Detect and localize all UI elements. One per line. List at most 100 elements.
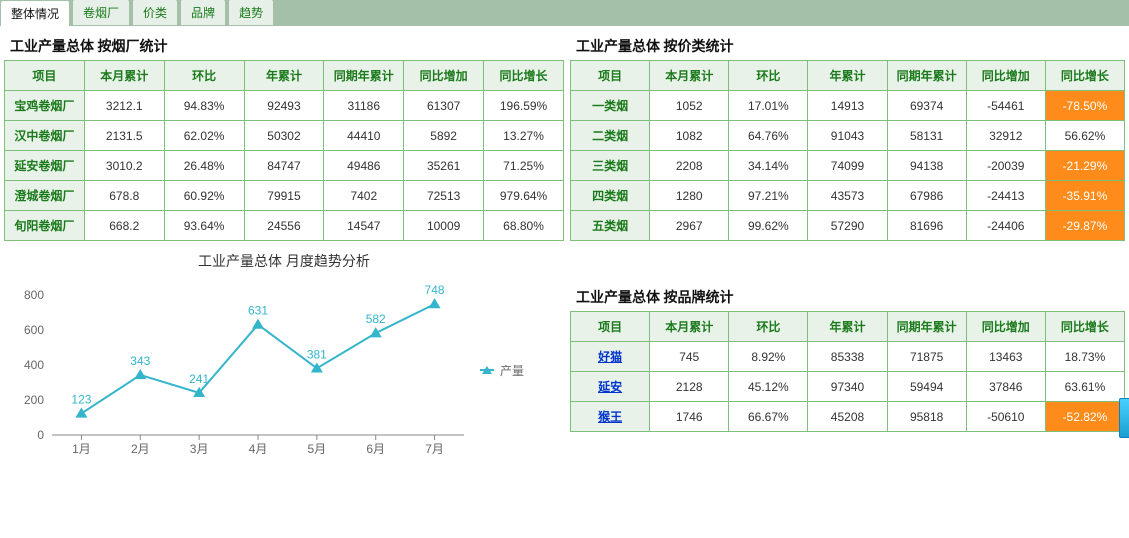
side-handle[interactable]	[1119, 398, 1129, 438]
brand-link[interactable]: 猴王	[598, 410, 622, 424]
svg-text:123: 123	[71, 392, 91, 406]
cell: 72513	[404, 181, 484, 211]
tab-bar: 整体情况卷烟厂价类品牌趋势	[0, 0, 1129, 26]
cell: -78.50%	[1045, 91, 1124, 121]
row-label: 五类烟	[571, 211, 650, 241]
cell: 64.76%	[729, 121, 808, 151]
svg-text:800: 800	[24, 288, 44, 302]
cell: 68.80%	[484, 211, 564, 241]
svg-text:241: 241	[189, 372, 209, 386]
cell: 49486	[324, 151, 404, 181]
cell: 85338	[808, 342, 887, 372]
row-label: 澄城卷烟厂	[5, 181, 85, 211]
legend-label: 产量	[500, 362, 524, 379]
col-header: 本月累计	[650, 312, 729, 342]
table-row: 猴王174666.67%4520895818-50610-52.82%	[571, 402, 1125, 432]
cell: 18.73%	[1045, 342, 1124, 372]
cell: 95818	[887, 402, 966, 432]
cell: 35261	[404, 151, 484, 181]
table-row: 一类烟105217.01%1491369374-54461-78.50%	[571, 91, 1125, 121]
cell: 31186	[324, 91, 404, 121]
chart-title: 工业产量总体 月度趋势分析	[4, 251, 564, 271]
row-label: 宝鸡卷烟厂	[5, 91, 85, 121]
cell: 7402	[324, 181, 404, 211]
price-class-table: 项目本月累计环比年累计同期年累计同比增加同比增长一类烟105217.01%149…	[570, 60, 1125, 241]
col-header: 项目	[571, 61, 650, 91]
svg-text:3月: 3月	[190, 442, 209, 456]
factory-table: 项目本月累计环比年累计同期年累计同比增加同比增长宝鸡卷烟厂3212.194.83…	[4, 60, 564, 241]
row-label: 延安	[571, 372, 650, 402]
row-label: 旬阳卷烟厂	[5, 211, 85, 241]
brand-link[interactable]: 延安	[598, 380, 622, 394]
cell: 32912	[966, 121, 1045, 151]
cell: 37846	[966, 372, 1045, 402]
cell: 34.14%	[729, 151, 808, 181]
legend-marker-icon	[480, 369, 494, 371]
cell: 84747	[244, 151, 324, 181]
tab-1[interactable]: 卷烟厂	[72, 0, 130, 25]
table-row: 四类烟128097.21%4357367986-24413-35.91%	[571, 181, 1125, 211]
cell: 61307	[404, 91, 484, 121]
col-header: 项目	[5, 61, 85, 91]
table-row: 澄城卷烟厂678.860.92%79915740272513979.64%	[5, 181, 564, 211]
cell: 50302	[244, 121, 324, 151]
cell: 99.62%	[729, 211, 808, 241]
svg-text:2月: 2月	[131, 442, 150, 456]
svg-text:4月: 4月	[249, 442, 268, 456]
tab-2[interactable]: 价类	[132, 0, 178, 25]
col-header: 同期年累计	[887, 61, 966, 91]
cell: 26.48%	[164, 151, 244, 181]
cell: 1052	[650, 91, 729, 121]
col-header: 年累计	[244, 61, 324, 91]
table-row: 延安卷烟厂3010.226.48%84747494863526171.25%	[5, 151, 564, 181]
table-row: 五类烟296799.62%5729081696-24406-29.87%	[571, 211, 1125, 241]
cell: 196.59%	[484, 91, 564, 121]
cell: 79915	[244, 181, 324, 211]
col-header: 本月累计	[650, 61, 729, 91]
cell: 2208	[650, 151, 729, 181]
cell: 45208	[808, 402, 887, 432]
col-header: 同比增加	[966, 312, 1045, 342]
row-label: 汉中卷烟厂	[5, 121, 85, 151]
cell: 59494	[887, 372, 966, 402]
cell: 5892	[404, 121, 484, 151]
cell: 1746	[650, 402, 729, 432]
row-label: 一类烟	[571, 91, 650, 121]
cell: 56.62%	[1045, 121, 1124, 151]
chart-canvas: 02004006008001月2月3月4月5月6月7月1233432416313…	[4, 275, 474, 465]
col-header: 同期年累计	[887, 312, 966, 342]
cell: 97.21%	[729, 181, 808, 211]
svg-text:381: 381	[307, 347, 327, 361]
cell: 81696	[887, 211, 966, 241]
row-label: 好猫	[571, 342, 650, 372]
cell: 13463	[966, 342, 1045, 372]
cell: 66.67%	[729, 402, 808, 432]
cell: -24413	[966, 181, 1045, 211]
cell: -21.29%	[1045, 151, 1124, 181]
cell: 69374	[887, 91, 966, 121]
tab-0[interactable]: 整体情况	[0, 0, 70, 26]
cell: 10009	[404, 211, 484, 241]
cell: 678.8	[84, 181, 164, 211]
cell: -24406	[966, 211, 1045, 241]
cell: 74099	[808, 151, 887, 181]
table-row: 宝鸡卷烟厂3212.194.83%924933118661307196.59%	[5, 91, 564, 121]
tab-4[interactable]: 趋势	[228, 0, 274, 25]
cell: 43573	[808, 181, 887, 211]
col-header: 环比	[729, 312, 808, 342]
cell: -50610	[966, 402, 1045, 432]
col-header: 同比增长	[1045, 312, 1124, 342]
svg-text:1月: 1月	[72, 442, 91, 456]
cell: 57290	[808, 211, 887, 241]
cell: 17.01%	[729, 91, 808, 121]
cell: 71875	[887, 342, 966, 372]
brand-link[interactable]: 好猫	[598, 350, 622, 364]
row-label: 三类烟	[571, 151, 650, 181]
cell: 91043	[808, 121, 887, 151]
cell: 67986	[887, 181, 966, 211]
cell: 2967	[650, 211, 729, 241]
row-label: 二类烟	[571, 121, 650, 151]
svg-text:748: 748	[425, 283, 445, 297]
tab-3[interactable]: 品牌	[180, 0, 226, 25]
svg-text:600: 600	[24, 323, 44, 337]
